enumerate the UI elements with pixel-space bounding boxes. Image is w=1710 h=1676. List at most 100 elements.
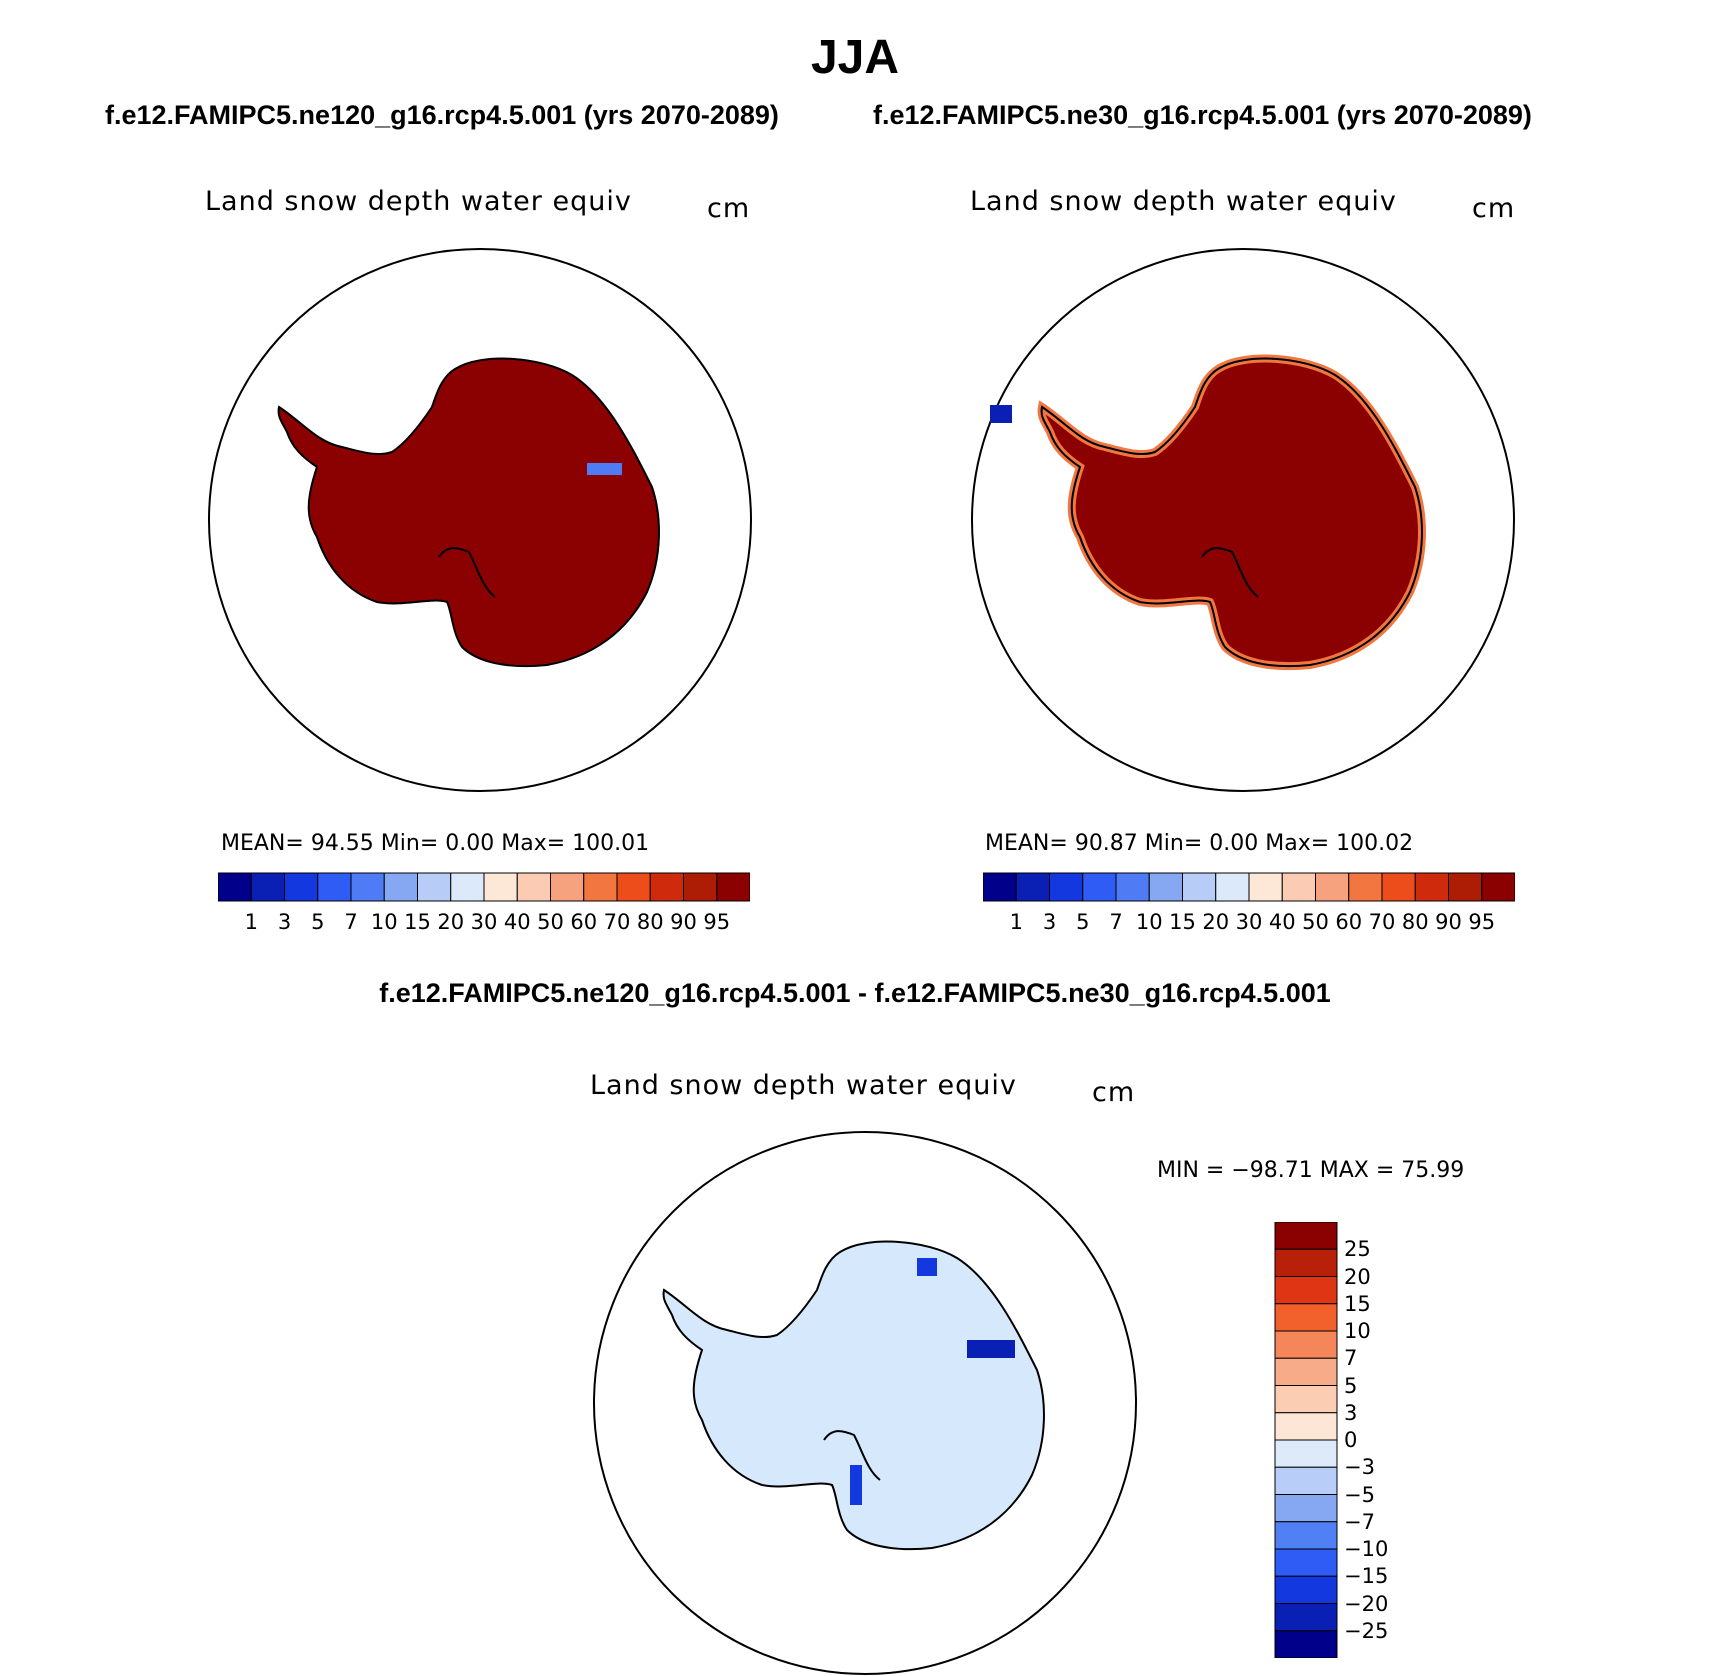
diff-negative-patch-north — [917, 1258, 937, 1276]
left-colorbar-swatch — [417, 872, 452, 902]
right-colorbar-tick-label: 1 — [1009, 910, 1023, 934]
right-colorbar-tick-label: 50 — [1302, 910, 1329, 934]
right-colorbar-tick-label: 60 — [1335, 910, 1363, 934]
left-case-title: f.e12.FAMIPC5.ne120_g16.rcp4.5.001 (yrs … — [105, 100, 779, 130]
left-colorbar-tick-label: 60 — [570, 910, 598, 934]
left-colorbar-swatch — [317, 872, 352, 902]
diff-colorbar-tick-label: 15 — [1344, 1291, 1371, 1316]
right-colorbar-swatch — [983, 872, 1017, 902]
diff-colorbar-tick-label: −7 — [1344, 1509, 1375, 1534]
left-ross-ice-shelf-line — [438, 547, 496, 598]
left-antarctica-fill — [277, 357, 660, 668]
right-colorbar-tick-label: 90 — [1435, 910, 1462, 934]
diff-colorbar-tick-label: 20 — [1344, 1264, 1371, 1289]
diff-colorbar-tick-label: 0 — [1344, 1428, 1358, 1452]
right-colorbar-tick-label: 15 — [1169, 910, 1196, 934]
right-colorbar-tick-label: 5 — [1076, 910, 1090, 934]
right-colorbar-tick-label: 80 — [1401, 910, 1429, 934]
diff-colorbar-swatch — [1274, 1357, 1338, 1386]
diff-colorbar-swatch — [1274, 1248, 1338, 1277]
right-colorbar-swatch — [1182, 872, 1217, 902]
left-colorbar-swatch — [218, 872, 252, 902]
right-colorbar-swatch — [1348, 872, 1383, 902]
diff-colorbar-swatch — [1274, 1222, 1338, 1250]
diff-colorbar-swatch — [1274, 1603, 1338, 1632]
diff-colorbar-tick-label: 10 — [1344, 1319, 1371, 1343]
right-colorbar-tick-label: 30 — [1235, 910, 1263, 934]
diff-colorbar-swatch — [1274, 1439, 1338, 1468]
left-variable-label: Land snow depth water equiv — [205, 186, 632, 217]
right-ross-ice-shelf-line — [1201, 547, 1259, 598]
left-colorbar-swatch — [450, 872, 485, 902]
left-stats: MEAN= 94.55 Min= 0.00 Max= 100.01 — [221, 831, 650, 856]
diff-negative-patch — [967, 1340, 1015, 1358]
right-colorbar-swatch — [1281, 872, 1316, 902]
right-variable-label: Land snow depth water equiv — [970, 186, 1397, 217]
right-colorbar-swatch — [1414, 872, 1449, 902]
right-island-patch — [990, 405, 1012, 423]
diff-units-label: cm — [1092, 1077, 1136, 1108]
left-colorbar-tick-label: 95 — [703, 910, 731, 934]
left-colorbar — [218, 872, 750, 902]
diff-colorbar-swatch — [1274, 1548, 1338, 1577]
right-units-label: cm — [1472, 193, 1516, 224]
left-colorbar-tick-label: 70 — [603, 910, 631, 934]
diff-colorbar-tick-label: 7 — [1344, 1346, 1358, 1371]
right-colorbar-swatch — [1448, 872, 1483, 902]
left-colorbar-swatch — [649, 872, 684, 902]
left-colorbar-swatch — [583, 872, 618, 902]
diff-colorbar-tick-label: −3 — [1344, 1455, 1375, 1480]
right-colorbar-swatch — [1248, 872, 1283, 902]
diff-colorbar — [1274, 1222, 1338, 1658]
left-colorbar-swatch — [383, 872, 418, 902]
left-colorbar-tick-label: 5 — [311, 910, 325, 934]
diff-colorbar-swatch — [1274, 1466, 1338, 1495]
left-colorbar-tick-label: 7 — [344, 910, 358, 934]
right-colorbar-swatch — [1015, 872, 1050, 902]
right-colorbar-tick-label: 40 — [1268, 910, 1296, 934]
diff-antarctica-fill — [662, 1240, 1045, 1551]
right-colorbar-tick-label: 95 — [1468, 910, 1496, 934]
right-colorbar-swatch — [1481, 872, 1515, 902]
diff-colorbar-tick-label: −5 — [1344, 1482, 1375, 1507]
left-colorbar-tick-label: 30 — [470, 910, 498, 934]
left-colorbar-tick-label: 15 — [404, 910, 431, 934]
left-colorbar-swatch — [550, 872, 585, 902]
right-colorbar-swatch — [1115, 872, 1150, 902]
left-colorbar-swatch — [616, 872, 651, 902]
left-units-label: cm — [707, 193, 751, 224]
right-colorbar-tick-label: 3 — [1042, 910, 1057, 934]
diff-variable-label: Land snow depth water equiv — [590, 1070, 1017, 1101]
diff-colorbar-swatch — [1274, 1303, 1338, 1332]
diff-negative-patch-ross — [850, 1465, 862, 1505]
diff-colorbar-tick-label: −25 — [1344, 1618, 1389, 1643]
right-colorbar-swatch — [1049, 872, 1084, 902]
right-colorbar-swatch — [1381, 872, 1416, 902]
left-colorbar-tick-label: 1 — [244, 910, 258, 934]
left-colorbar-swatch — [716, 872, 750, 902]
diff-colorbar-tick-label: −15 — [1344, 1564, 1389, 1589]
left-colorbar-tick-label: 3 — [277, 910, 292, 934]
left-colorbar-swatch — [284, 872, 319, 902]
diff-colorbar-swatch — [1274, 1385, 1338, 1414]
diff-colorbar-tick-label: 5 — [1344, 1373, 1358, 1398]
left-colorbar-swatch — [350, 872, 385, 902]
right-colorbar-swatch — [1148, 872, 1183, 902]
right-colorbar-swatch — [1082, 872, 1117, 902]
right-polar-map — [971, 248, 1515, 792]
right-coastline — [1040, 357, 1423, 668]
right-colorbar-tick-label: 70 — [1368, 910, 1396, 934]
right-colorbar-swatch — [1315, 872, 1350, 902]
left-colorbar-tick-label: 10 — [370, 910, 398, 934]
left-colorbar-tick-label: 40 — [503, 910, 531, 934]
left-colorbar-tick-label: 90 — [670, 910, 697, 934]
diff-colorbar-swatch — [1274, 1494, 1338, 1523]
right-colorbar-swatch — [1215, 872, 1250, 902]
left-low-snow-patch — [587, 463, 622, 475]
left-polar-map — [208, 248, 752, 792]
right-case-title: f.e12.FAMIPC5.ne30_g16.rcp4.5.001 (yrs 2… — [873, 100, 1532, 130]
left-colorbar-tick-label: 50 — [537, 910, 564, 934]
right-colorbar — [983, 872, 1515, 902]
difference-title: f.e12.FAMIPC5.ne120_g16.rcp4.5.001 - f.e… — [379, 978, 1331, 1008]
diff-colorbar-tick-label: 25 — [1344, 1237, 1371, 1262]
